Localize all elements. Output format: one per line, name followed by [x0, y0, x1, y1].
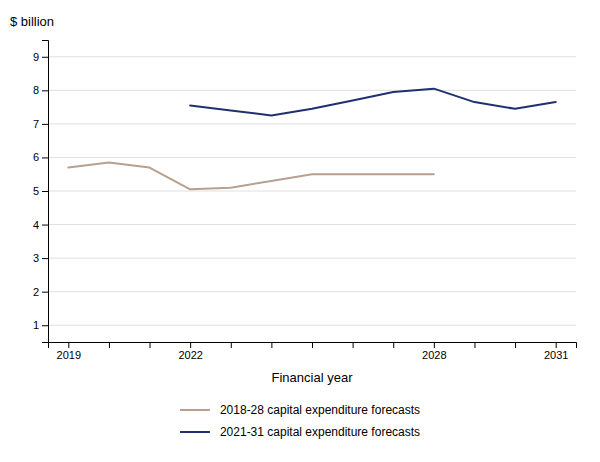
legend-item: 2018-28 capital expenditure forecasts — [180, 403, 420, 417]
y-tick-mark — [42, 325, 48, 326]
y-tick-label: 9 — [33, 51, 39, 63]
y-tick-mark — [42, 225, 48, 226]
x-tick — [312, 342, 313, 348]
x-tick-mark — [231, 342, 232, 348]
x-tick — [231, 342, 232, 348]
series-line — [190, 89, 556, 116]
grid-line — [48, 224, 576, 225]
y-tick: 4 — [33, 219, 48, 231]
y-tick-label: 6 — [33, 151, 39, 163]
y-tick: 2 — [33, 286, 48, 298]
x-tick-mark — [68, 342, 69, 348]
y-tick-label: 7 — [33, 118, 39, 130]
y-tick-label: 4 — [33, 219, 39, 231]
x-tick — [109, 342, 110, 348]
x-tick — [474, 342, 475, 348]
x-tick-mark — [190, 342, 191, 348]
x-tick-label: 2022 — [178, 349, 202, 361]
y-tick-label: 3 — [33, 252, 39, 264]
x-tick-mark — [474, 342, 475, 348]
y-tick-label: 5 — [33, 185, 39, 197]
x-tick-mark — [515, 342, 516, 348]
x-tick-label: 2019 — [57, 349, 81, 361]
x-tick-label: 2028 — [422, 349, 446, 361]
x-axis-line — [49, 343, 577, 349]
y-tick: 7 — [33, 118, 48, 130]
x-tick-mark — [434, 342, 435, 348]
x-tick-mark — [109, 342, 110, 348]
y-tick-mark — [42, 157, 48, 158]
plot-area — [68, 89, 555, 190]
legend-item: 2021-31 capital expenditure forecasts — [180, 425, 420, 439]
y-tick-mark — [42, 90, 48, 91]
legend: 2018-28 capital expenditure forecasts 202… — [180, 403, 420, 439]
y-tick: 9 — [33, 51, 48, 63]
y-tick-label: 2 — [33, 286, 39, 298]
x-tick: 2019 — [57, 342, 81, 361]
y-tick-mark — [42, 292, 48, 293]
y-tick-mark — [42, 57, 48, 58]
legend-swatch — [180, 431, 210, 433]
grid — [48, 57, 576, 325]
y-tick-label: 1 — [33, 319, 39, 331]
grid-line — [48, 291, 576, 292]
grid-line — [48, 90, 576, 91]
x-tick-mark — [271, 342, 272, 348]
x-tick-mark — [353, 342, 354, 348]
x-axis: 2019 2022 2028 2031 — [49, 342, 577, 361]
legend-label: 2018-28 capital expenditure forecasts — [220, 403, 420, 417]
series-line — [68, 162, 434, 189]
y-tick-mark — [42, 124, 48, 125]
y-tick-mark — [42, 258, 48, 259]
y-tick: 1 — [33, 319, 48, 331]
y-tick-mark — [42, 191, 48, 192]
y-tick: 5 — [33, 185, 48, 197]
x-tick-label: 2031 — [544, 349, 568, 361]
x-tick-mark — [393, 342, 394, 348]
x-tick-mark — [556, 342, 557, 348]
y-tick: 8 — [33, 84, 48, 96]
x-axis-title: Financial year — [272, 370, 354, 385]
x-tick — [353, 342, 354, 348]
legend-label: 2021-31 capital expenditure forecasts — [220, 425, 420, 439]
grid-line — [48, 56, 576, 57]
grid-line — [48, 258, 576, 259]
x-tick-mark — [150, 342, 151, 348]
x-tick — [515, 342, 516, 348]
y-axis-line — [42, 41, 49, 343]
x-tick — [150, 342, 151, 348]
y-axis-title: $ billion — [10, 14, 54, 29]
x-tick — [271, 342, 272, 348]
grid-line — [48, 157, 576, 158]
y-tick-label: 8 — [33, 84, 39, 96]
x-tick — [393, 342, 394, 348]
legend-swatch — [180, 409, 210, 411]
y-tick: 6 — [33, 151, 48, 163]
x-tick-mark — [312, 342, 313, 348]
chart: 2019 2022 2028 2031 1 2 3 4 5 6 7 8 9 Financial year $… — [0, 0, 600, 462]
x-tick: 2031 — [544, 342, 568, 361]
x-tick: 2022 — [178, 342, 202, 361]
y-axis: 1 2 3 4 5 6 7 8 9 — [33, 41, 49, 343]
grid-line — [48, 325, 576, 326]
grid-line — [48, 191, 576, 192]
grid-line — [48, 123, 576, 124]
y-tick: 3 — [33, 252, 48, 264]
x-tick: 2028 — [422, 342, 446, 361]
